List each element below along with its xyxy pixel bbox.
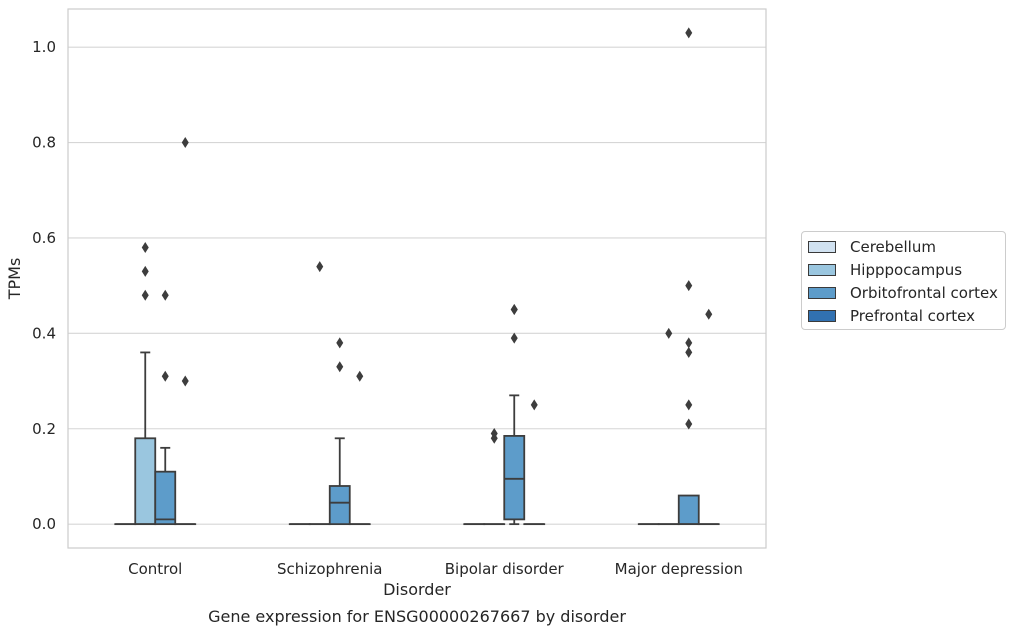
outlier-point xyxy=(705,308,713,320)
grid-lines xyxy=(68,46,766,525)
outlier-point xyxy=(141,241,149,253)
legend-label: Hipppocampus xyxy=(850,260,963,279)
outlier-point xyxy=(336,337,344,349)
outlier-point xyxy=(141,289,149,301)
outlier-point xyxy=(665,327,673,339)
outlier-point xyxy=(530,399,538,411)
outlier-point xyxy=(510,332,518,344)
y-tick-label: 0.8 xyxy=(32,134,56,152)
x-tick-label: Schizophrenia xyxy=(277,560,382,578)
legend-label: Prefrontal cortex xyxy=(850,306,975,325)
box-body xyxy=(503,435,526,521)
legend-swatch xyxy=(808,240,836,253)
y-tick-label: 0.6 xyxy=(32,229,56,247)
outlier-point xyxy=(161,370,169,382)
legend-swatch xyxy=(808,286,836,299)
outlier-point xyxy=(336,361,344,373)
box-3-2 xyxy=(523,399,546,526)
outlier-point xyxy=(685,27,693,39)
y-tick-label: 0.0 xyxy=(32,515,56,533)
legend-item: Prefrontal cortex xyxy=(802,304,1005,327)
outlier-point xyxy=(510,304,518,316)
y-tick-label: 0.2 xyxy=(32,420,56,438)
outlier-point xyxy=(141,265,149,277)
box-body xyxy=(328,485,351,526)
box-plot-marks xyxy=(114,27,720,526)
legend-item: Hipppocampus xyxy=(802,258,1005,281)
box-3-1 xyxy=(348,370,371,526)
chart-caption: Gene expression for ENSG00000267667 by d… xyxy=(208,607,626,626)
plot-frame xyxy=(67,8,767,549)
x-axis-label: Disorder xyxy=(383,580,451,599)
y-tick-label: 0.4 xyxy=(32,324,56,342)
legend-label: Cerebellum xyxy=(850,237,936,256)
outlier-point xyxy=(181,137,189,149)
y-tick-label: 1.0 xyxy=(32,38,56,56)
legend-item: Cerebellum xyxy=(802,235,1005,258)
legend-swatch xyxy=(808,263,836,276)
outlier-point xyxy=(685,346,693,358)
x-tick-label: Bipolar disorder xyxy=(445,560,565,578)
y-axis-label: TPMs xyxy=(5,258,24,301)
x-tick-label: Major depression xyxy=(615,560,743,578)
box-2-2 xyxy=(503,304,526,526)
outlier-point xyxy=(685,280,693,292)
box-3-3 xyxy=(697,308,720,526)
box-2-1 xyxy=(328,337,351,526)
x-tick-label: Control xyxy=(128,560,182,578)
outlier-point xyxy=(685,399,693,411)
box-body xyxy=(134,437,157,526)
legend: Cerebellum Hipppocampus Orbitofrontal cort… xyxy=(801,231,1006,330)
box-1-3 xyxy=(657,327,680,526)
box-body xyxy=(154,470,177,526)
outlier-point xyxy=(161,289,169,301)
legend-item: Orbitofrontal cortex xyxy=(802,281,1005,304)
outlier-point xyxy=(356,370,364,382)
box-body xyxy=(677,494,700,526)
box-3-0 xyxy=(174,137,197,526)
outlier-point xyxy=(316,261,324,273)
legend-swatch xyxy=(808,309,836,322)
box-1-0 xyxy=(134,241,157,526)
legend-label: Orbitofrontal cortex xyxy=(850,283,998,302)
box-2-0 xyxy=(154,289,177,526)
y-tick-labels: 0.0 0.2 0.4 0.6 0.8 1.0 xyxy=(32,38,56,533)
box-2-3 xyxy=(677,27,700,526)
outlier-point xyxy=(685,337,693,349)
outlier-point xyxy=(181,375,189,387)
box-1-1 xyxy=(308,261,331,526)
outlier-point xyxy=(685,418,693,430)
x-tick-labels: Control Schizophrenia Bipolar disorder Majo… xyxy=(128,560,743,578)
outlier-point xyxy=(490,432,498,444)
box-1-2 xyxy=(483,428,506,526)
